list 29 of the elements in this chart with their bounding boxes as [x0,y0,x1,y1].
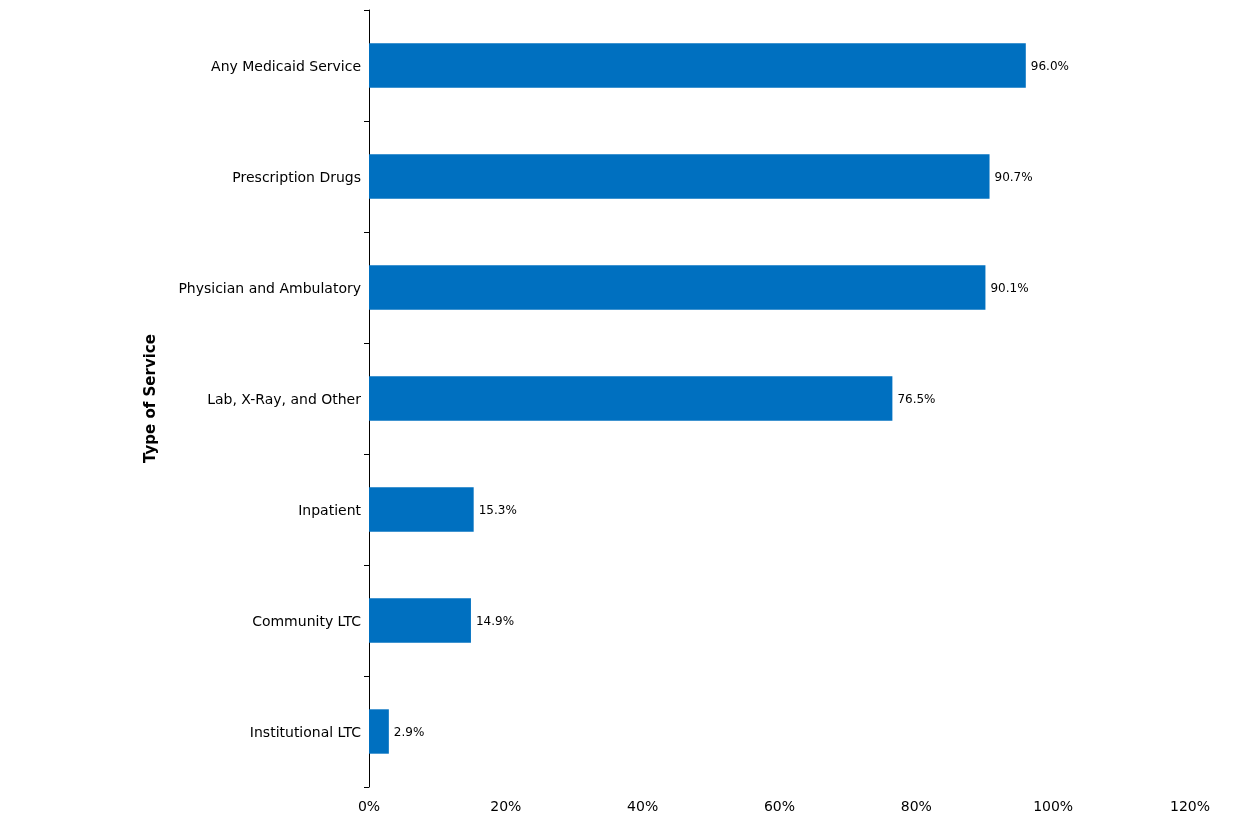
data-label: 15.3% [478,502,517,517]
y-tick-label: Inpatient [298,501,362,518]
x-tick-label: 60% [763,798,796,814]
y-tick-label: Lab, X-Ray, and Other [207,390,362,407]
bar [369,154,990,199]
bar [369,265,986,310]
data-label: 76.5% [897,391,936,406]
bar [369,487,474,532]
y-tick-label: Physician and Ambulatory [178,279,361,296]
bar [369,376,893,421]
y-tick-label: Community LTC [252,612,362,629]
data-label: 14.9% [475,613,515,628]
data-label: 90.1% [990,280,1029,295]
x-tick-label: 40% [627,798,659,814]
y-tick-label: Institutional LTC [249,723,362,740]
y-tick-label: Any Medicaid Service [211,57,361,74]
x-tick-label: 120% [1169,798,1211,814]
x-tick-label: 20% [490,798,522,814]
data-label: 90.7% [994,169,1033,184]
bar [369,598,471,643]
data-label: 96.0% [1030,58,1069,73]
bar [369,43,1026,88]
y-tick-label: Prescription Drugs [232,168,361,185]
x-tick-label: 100% [1033,798,1074,814]
y-axis-title: Type of Service [140,334,159,463]
x-tick-label: 80% [900,798,932,814]
x-tick-label: 0% [357,798,381,814]
bar [369,709,389,754]
data-label: 2.9% [393,724,425,739]
